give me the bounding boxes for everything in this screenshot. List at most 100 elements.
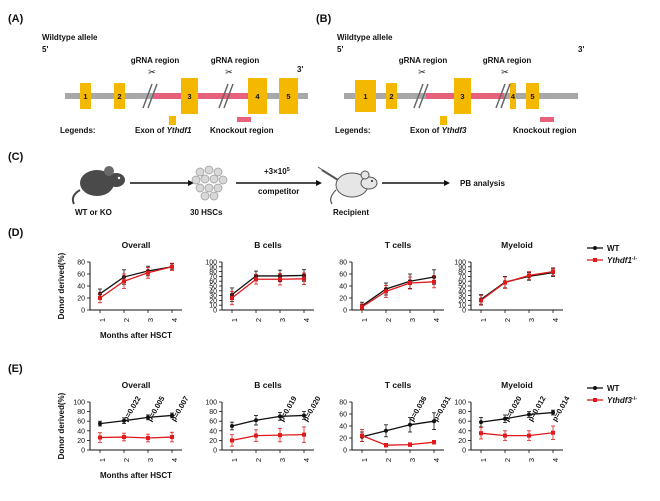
y-tick-label: 0	[213, 448, 217, 455]
y-tick-label: 60	[209, 279, 217, 286]
y-tick-label: 30	[458, 293, 466, 300]
y-tick-label: 100	[454, 260, 466, 267]
panel-b-exon-5	[526, 83, 539, 109]
y-tick-label: 10	[209, 303, 217, 310]
panel-a-legend-exon: Exon of Ythdf1	[135, 126, 192, 135]
x-tick-label: 4	[432, 458, 441, 462]
chart-title: Overall	[122, 380, 151, 390]
y-tick-label: 40	[458, 288, 466, 295]
y-tick-label: 20	[209, 438, 217, 445]
panel-a-exon-5	[279, 78, 298, 114]
y-tick-label: 0	[213, 308, 217, 315]
p-value-label: p=0.019	[277, 394, 299, 423]
y-tick-label: 60	[209, 419, 217, 426]
x-tick-label: 2	[122, 318, 131, 322]
chart-title: B cells	[254, 380, 282, 390]
scissors-icon: ✂	[225, 67, 233, 77]
data-point-ko	[278, 433, 282, 438]
y-tick-label: 60	[77, 419, 85, 426]
panel-a-exon-2	[114, 83, 125, 109]
series-line-ko	[361, 434, 435, 446]
panel-b-grna-label-1: gRNA region	[399, 56, 448, 65]
y-axis-label: Donor derived(%)	[57, 392, 66, 459]
data-point-wt	[432, 419, 436, 424]
data-point-wt	[170, 413, 174, 418]
p-value-label: p=0.014	[550, 394, 572, 423]
x-tick-label: 4	[170, 318, 179, 322]
y-tick-label: 20	[339, 436, 347, 443]
data-point-wt	[551, 410, 555, 415]
y-tick-label: 60	[458, 279, 466, 286]
y-tick-label: 40	[458, 428, 466, 435]
data-point-ko	[384, 443, 388, 448]
x-tick-label: 3	[278, 318, 287, 322]
panel-b-legend-exon: Exon of Ythdf3	[410, 126, 467, 135]
panel-b-exon-5-num: 5	[530, 92, 534, 101]
x-tick-label: 3	[146, 458, 155, 462]
data-point-ko	[527, 273, 531, 278]
x-tick-label: 1	[230, 458, 239, 462]
y-tick-label: 20	[77, 438, 85, 445]
p-value-label: p=0.012	[526, 394, 548, 423]
data-point-ko	[230, 438, 234, 443]
data-point-ko	[384, 289, 388, 294]
y-tick-label: 80	[209, 409, 217, 416]
chart-title: T cells	[385, 240, 412, 250]
series-line-ko	[480, 432, 554, 437]
panel-b-exon-1	[355, 80, 376, 112]
x-tick-label: 4	[432, 318, 441, 322]
x-tick-label: 3	[527, 458, 536, 462]
data-point-ko	[408, 442, 412, 447]
data-point-wt	[527, 412, 531, 417]
panel-a-label: (A)	[8, 13, 24, 25]
series-line-ko	[99, 436, 173, 439]
p-value-label: p=0.005	[145, 394, 167, 423]
data-point-wt	[146, 415, 150, 420]
y-tick-label: 50	[458, 284, 466, 291]
panel-a-cut-site-2	[218, 83, 234, 109]
y-tick-label: 70	[209, 274, 217, 281]
y-tick-label: 20	[339, 296, 347, 303]
series-line-ko	[231, 278, 305, 299]
series-line-wt	[231, 414, 305, 427]
arrow-1-head	[188, 180, 194, 186]
data-point-ko	[503, 433, 507, 438]
y-tick-label: 100	[454, 400, 466, 407]
series-line-wt	[480, 411, 554, 423]
chart-e-overall: Overall 0 20 40 60 80 100 1 2 3 4 Donor derived(%) M…	[57, 380, 191, 480]
panel-b-legend-knockout-swatch	[540, 117, 554, 122]
panel-b-legend-knockout: Knockout region	[513, 126, 577, 135]
series-line-ko	[99, 266, 173, 299]
arrow-3-head	[444, 180, 450, 186]
panel-a-exon-1-num: 1	[83, 92, 87, 101]
p-value-label: p=0.007	[169, 394, 191, 423]
y-tick-label: 80	[339, 260, 347, 267]
panel-b-exon-3	[454, 78, 471, 114]
data-point-wt	[408, 422, 412, 427]
data-point-ko	[551, 269, 555, 274]
panel-a-legend-label: Legends:	[60, 126, 96, 135]
x-tick-label: 3	[408, 318, 417, 322]
x-axis-label: Months after HSCT	[100, 471, 172, 480]
x-tick-label: 2	[503, 318, 512, 322]
chart-e-b-cells: B cells 0 20 40 60 80 100 1 2 3 4 p=0.019 p=0.020	[205, 380, 322, 462]
arrow-2-head	[316, 180, 322, 186]
y-tick-label: 0	[462, 448, 466, 455]
hsc-cells-label: 30 HSCs	[190, 208, 223, 217]
panel-b-five-prime: 5'	[337, 45, 343, 54]
data-point-ko	[122, 279, 126, 284]
x-tick-label: 1	[98, 458, 107, 462]
y-tick-label: 30	[209, 293, 217, 300]
competitor-count-label: +3×105	[264, 167, 290, 176]
y-tick-label: 70	[458, 274, 466, 281]
panel-a-legend-knockout: Knockout region	[210, 126, 274, 135]
y-tick-label: 40	[209, 428, 217, 435]
x-tick-label: 3	[527, 318, 536, 322]
panel-a-exon-3	[181, 78, 198, 114]
data-point-wt	[479, 420, 483, 425]
x-tick-label: 2	[384, 318, 393, 322]
legend-marker-wt	[593, 386, 597, 390]
panel-a-five-prime: 5'	[42, 45, 48, 54]
panel-a-grna-label-2: gRNA region	[211, 56, 260, 65]
panel-b-exon-3-num: 3	[460, 92, 464, 101]
